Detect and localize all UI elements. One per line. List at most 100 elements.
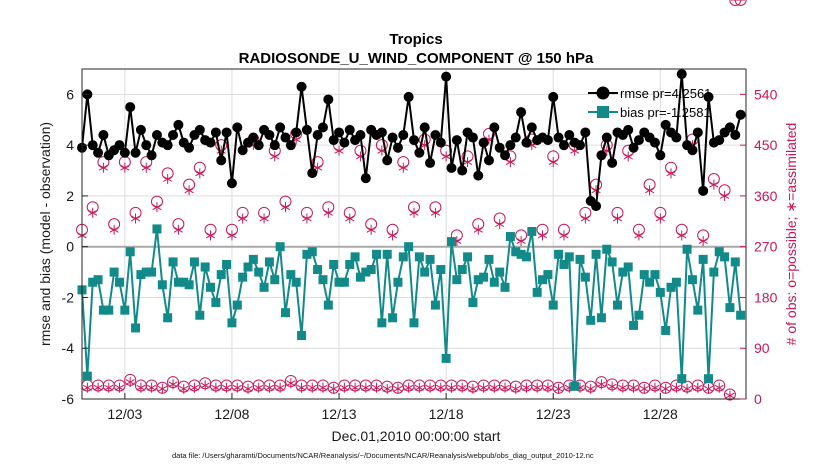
obs-assimilated-marker [719, 190, 730, 201]
obs-assimilated-marker [682, 383, 692, 394]
rmse-point [275, 122, 286, 133]
y-tick-label: -4 [62, 340, 75, 356]
bias-point [200, 262, 210, 272]
obs-assimilated-marker [339, 382, 349, 393]
obs-assimilated-marker [93, 382, 103, 393]
bias-point [730, 257, 740, 267]
asterisk-stroke [238, 215, 248, 222]
asterisk-stroke [634, 232, 644, 239]
bias-point [168, 257, 178, 267]
asterisk-stroke [709, 181, 719, 188]
bias-point [173, 277, 183, 287]
y-tick-label: 6 [66, 86, 74, 102]
bias-point [693, 305, 703, 315]
rmse-point [735, 109, 746, 120]
rmse-point [564, 130, 575, 140]
asterisk-stroke [409, 209, 419, 216]
obs-assimilated-marker [698, 236, 708, 247]
asterisk-stroke [719, 192, 730, 199]
obs-assimilated-marker [650, 382, 660, 393]
obs-assimilated-marker [179, 383, 189, 394]
bias-point [564, 252, 574, 262]
asterisk-stroke [350, 384, 360, 391]
rmse-point [441, 71, 452, 82]
asterisk-stroke [623, 153, 633, 160]
obs-assimilated-marker [607, 381, 617, 392]
obs-assimilated-marker [264, 382, 275, 393]
bias-point [388, 313, 398, 323]
bias-point [634, 310, 644, 320]
obs-assimilated-marker [468, 383, 478, 394]
obs-assimilated-marker [141, 162, 151, 173]
asterisk-stroke [639, 385, 649, 392]
bias-point [714, 247, 724, 257]
obs-possible-marker [729, 0, 742, 6]
rmse-point [633, 135, 644, 146]
obs-assimilated-marker [211, 382, 221, 393]
bias-point [580, 272, 590, 282]
asterisk-stroke [666, 170, 676, 177]
asterisk-stroke [152, 204, 162, 211]
rmse-point [730, 130, 741, 140]
asterisk-stroke [387, 232, 398, 239]
bias-point [141, 267, 151, 277]
obs-assimilated-marker [586, 383, 596, 394]
rmse-point [430, 130, 441, 140]
asterisk-stroke [221, 384, 232, 391]
obs-assimilated-marker [709, 179, 719, 190]
rmse-point [296, 81, 307, 92]
bias-point [291, 277, 301, 287]
bias-point [264, 257, 274, 267]
rmse-point [516, 107, 527, 118]
bias-point [682, 244, 692, 254]
rmse-point [676, 69, 687, 80]
asterisk-stroke [366, 226, 376, 233]
obs-assimilated-marker [227, 230, 237, 241]
obs-assimilated-marker [639, 383, 649, 394]
y-tick-label: -2 [62, 289, 75, 305]
rmse-point [473, 170, 484, 181]
asterisk-stroke [682, 385, 692, 392]
rmse-point [376, 127, 387, 138]
asterisk-stroke [703, 385, 714, 392]
obs-assimilated-marker [221, 382, 232, 393]
rmse-point [93, 147, 104, 158]
legend-bias-label: bias pr=-1.2581 [620, 105, 711, 120]
obs-assimilated-marker [195, 168, 205, 179]
bias-point [372, 249, 382, 259]
rmse-point [409, 135, 419, 146]
obs-assimilated-marker [366, 224, 376, 235]
rmse-point [698, 185, 709, 196]
asterisk-stroke [489, 384, 499, 391]
rmse-point [119, 147, 130, 158]
asterisk-stroke [136, 384, 146, 391]
obs-assimilated-marker [655, 213, 665, 224]
rmse-point [205, 137, 216, 148]
rmse-point [253, 140, 264, 151]
asterisk-stroke [259, 215, 269, 222]
bias-point [671, 277, 681, 287]
bias-point [398, 252, 408, 262]
obs-assimilated-marker [238, 213, 248, 224]
asterisk-stroke [446, 384, 457, 391]
obs-assimilated-marker [254, 382, 264, 393]
asterisk-stroke [462, 159, 473, 166]
bias-point [125, 247, 135, 257]
data-file-footer: data file: /Users/gharamti/Documents/NCA… [172, 451, 594, 460]
rmse-point [660, 119, 671, 130]
bias-point [318, 275, 328, 285]
rmse-point [269, 140, 280, 151]
rmse-point [392, 142, 403, 153]
obs-assimilated-marker [361, 382, 371, 393]
bias-point [131, 323, 141, 333]
bias-point [302, 249, 312, 259]
asterisk-stroke [532, 384, 542, 391]
rmse-point [237, 145, 248, 156]
y-tick-label: 0 [66, 239, 74, 255]
y-right-tick-label: 0 [754, 391, 762, 407]
asterisk-stroke [645, 187, 655, 194]
bias-point [618, 267, 628, 277]
bias-point [661, 325, 671, 335]
obs-assimilated-marker [596, 379, 607, 390]
asterisk-stroke [468, 385, 478, 392]
